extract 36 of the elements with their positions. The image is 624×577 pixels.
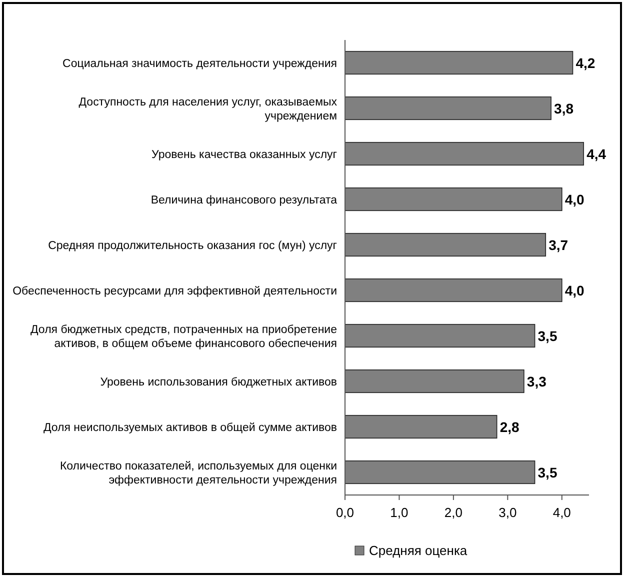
bar xyxy=(344,232,546,257)
y-tick-label: Величина финансового результата xyxy=(150,194,338,206)
bar xyxy=(344,278,562,302)
y-tick-label: Социальная значимость деятельности учреждения xyxy=(62,58,337,70)
data-label: 3,5 xyxy=(538,328,558,344)
data-label: 4,2 xyxy=(576,54,596,71)
data-label: 4,0 xyxy=(564,191,585,208)
y-tick-label: Уровень использования бюджетных активов xyxy=(100,376,337,388)
bar xyxy=(344,414,498,439)
y-tick-label: Количество показателей, используемых для оценки эффективности деятельности учреждения xyxy=(60,460,337,486)
bar xyxy=(344,96,552,120)
data-label: 3,8 xyxy=(554,100,574,116)
data-label: 2,8 xyxy=(500,418,520,435)
y-tick-label: Доля неиспользуемых активов в общей сумме активов xyxy=(43,422,337,434)
bar xyxy=(344,324,536,348)
legend-label: Средняя оценка xyxy=(369,543,468,558)
bar xyxy=(344,369,524,394)
x-tick-label: 3,0 xyxy=(498,505,517,520)
bar xyxy=(344,187,562,212)
x-tick-label: 0,0 xyxy=(336,505,354,520)
bar xyxy=(344,460,536,484)
data-label: 3,7 xyxy=(548,236,568,253)
y-tick-label: Доля бюджетных средств, потраченных на приобретение активов, в общем объеме финансового обеспечения xyxy=(30,324,337,350)
x-tick-label: 4,0 xyxy=(552,505,571,520)
bar xyxy=(344,142,584,166)
data-label: 4,4 xyxy=(586,146,606,162)
x-tick-label: 1,0 xyxy=(390,505,408,520)
x-tick-label: 2,0 xyxy=(444,505,462,520)
bar xyxy=(344,50,574,75)
y-tick-label: Средняя продолжительность оказания гос (мун) услуг xyxy=(48,240,337,252)
y-tick-label: Доступность для населения услуг, оказываемых учреждением xyxy=(78,96,338,122)
data-label: 3,3 xyxy=(526,373,547,390)
data-label: 3,5 xyxy=(538,464,558,480)
data-label: 4,0 xyxy=(564,282,585,298)
y-tick-label: Обеспеченность ресурсами для эффективной деятельности xyxy=(12,285,337,298)
y-tick-label: Уровень качества оказанных услуг xyxy=(152,148,337,161)
